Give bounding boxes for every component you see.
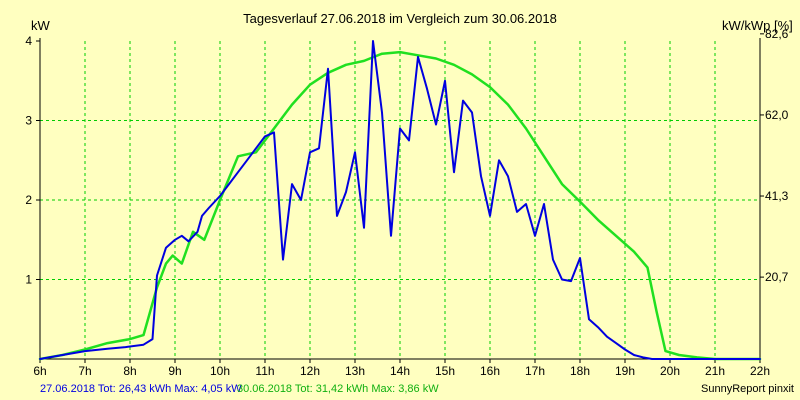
legend-series-30-06: 30.06.2018 Tot: 31,42 kWh Max: 3,86 kW xyxy=(237,383,439,395)
x-tick-label: 13h xyxy=(345,364,365,378)
x-tick-label: 17h xyxy=(525,364,545,378)
x-tick-label: 22h xyxy=(750,364,770,378)
x-tick-label: 14h xyxy=(390,364,410,378)
x-tick-label: 21h xyxy=(705,364,725,378)
x-tick-label: 9h xyxy=(168,364,181,378)
series-layer xyxy=(38,40,762,361)
x-tick-label: 7h xyxy=(78,364,91,378)
y-tick-label-right: 41,3 xyxy=(765,189,789,203)
x-tick-label: 10h xyxy=(210,364,230,378)
y-tick-label-right: 20,7 xyxy=(765,270,789,284)
axis-layer xyxy=(36,33,764,363)
x-tick-label: 11h xyxy=(255,364,274,378)
x-tick-label: 16h xyxy=(480,364,500,378)
x-tick-label: 19h xyxy=(615,364,635,378)
credit-text: SunnyReport pinxit xyxy=(701,383,794,395)
y-tick-label-left: 2 xyxy=(25,193,32,207)
x-tick-label: 8h xyxy=(123,364,136,378)
y-tick-label-left: 1 xyxy=(25,273,32,287)
y-axis-right-label: kW/kWp [%] xyxy=(722,18,793,33)
y-tick-label-right: 82,6 xyxy=(765,27,789,41)
y-tick-label-right: 62,0 xyxy=(765,108,789,122)
series-line-27-06-2018 xyxy=(39,40,761,360)
chart-title: Tagesverlauf 27.06.2018 im Vergleich zum… xyxy=(243,11,557,26)
y-tick-label-left: 3 xyxy=(25,114,32,128)
x-tick-label: 6h xyxy=(33,364,46,378)
x-tick-label: 18h xyxy=(570,364,590,378)
x-tick-label: 12h xyxy=(300,364,320,378)
legend-series-27-06: 27.06.2018 Tot: 26,43 kWh Max: 4,05 kW xyxy=(40,383,242,395)
tick-labels: 6h 7h 8h 9h 10h 11h 12h 13h 14h 15h 16h 17h 18h 19h 20… xyxy=(25,27,788,378)
y-axis-left-label: kW xyxy=(31,18,51,33)
x-tick-label: 20h xyxy=(660,364,680,378)
series-line-30-06-2018 xyxy=(38,50,762,361)
y-tick-label-left: 4 xyxy=(25,34,32,48)
x-tick-label: 15h xyxy=(435,364,455,378)
